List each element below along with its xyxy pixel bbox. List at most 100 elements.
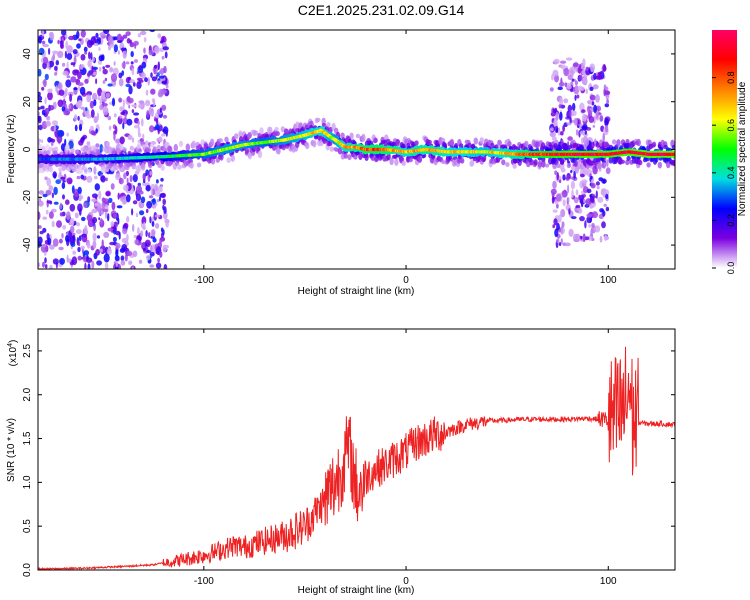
noise-blob [135, 185, 143, 193]
noise-blob [95, 78, 98, 85]
noise-blob [52, 238, 59, 247]
noise-blob [154, 46, 160, 54]
noise-blob [135, 212, 139, 218]
trace-spread [210, 158, 216, 165]
noise-blob [51, 120, 59, 126]
noise-blob [49, 264, 53, 269]
spectrogram-axes: -100 0 100 -40 -20 0 20 40 [22, 30, 675, 286]
noise-blob [122, 34, 128, 39]
trace-spread [280, 126, 285, 133]
noise-blob [573, 171, 576, 179]
noise-blob [38, 47, 45, 56]
noise-blob [99, 143, 104, 153]
trace-spread [671, 144, 675, 150]
noise-blob [603, 203, 607, 207]
noise-blob [59, 212, 64, 217]
noise-blob [165, 221, 169, 228]
snr-xlabel: Height of straight line (km) [298, 585, 415, 596]
noise-blob [59, 202, 63, 210]
noise-blob [157, 61, 160, 71]
noise-blob [107, 35, 113, 44]
noise-blob [97, 96, 101, 101]
noise-blob [552, 224, 555, 229]
snr-multiplier: (x104) [7, 340, 19, 367]
noise-blob [98, 190, 102, 200]
noise-blob [51, 220, 55, 228]
noise-blob [592, 84, 599, 90]
noise-blob [69, 218, 75, 226]
noise-blob [125, 83, 131, 88]
noise-blob [130, 61, 134, 65]
noise-blob [84, 51, 88, 55]
noise-blob [549, 127, 554, 132]
noise-blob [128, 104, 131, 109]
noise-blob [107, 115, 112, 121]
noise-blob [78, 139, 84, 146]
trace-spread [364, 153, 369, 162]
noise-blob [115, 242, 121, 249]
trace-spread [460, 157, 465, 164]
trace-spread [467, 142, 472, 148]
noise-blob [577, 66, 582, 74]
noise-blob [562, 199, 566, 207]
noise-blob [78, 99, 83, 107]
noise-blob [151, 204, 157, 209]
noise-blob [66, 61, 69, 70]
noise-blob [149, 170, 153, 176]
noise-blob [96, 37, 101, 42]
noise-blob [591, 101, 595, 106]
noise-blob [115, 249, 119, 257]
trace-spread [226, 157, 231, 163]
noise-blob [48, 211, 54, 219]
noise-blob [96, 235, 101, 239]
noise-blob [131, 208, 134, 216]
noise-blob [149, 264, 155, 268]
trace-spread [305, 142, 310, 150]
noise-blob [160, 192, 166, 199]
noise-blob [146, 250, 152, 253]
noise-blob [113, 113, 117, 118]
noise-blob [75, 222, 81, 227]
noise-blob [129, 42, 135, 48]
noise-blob [87, 263, 91, 269]
noise-blob [41, 139, 44, 143]
noise-blob [551, 73, 554, 81]
noise-blob [132, 200, 138, 205]
noise-blob [120, 260, 126, 266]
noise-blob [581, 109, 586, 113]
noise-blob [580, 236, 583, 240]
noise-blob [553, 58, 560, 65]
noise-blob [137, 182, 141, 187]
noise-blob [162, 126, 169, 135]
noise-blob [44, 97, 47, 105]
noise-blob [111, 201, 116, 211]
trace-spread [173, 143, 178, 152]
noise-blob [146, 110, 150, 118]
noise-blob [146, 200, 153, 209]
noise-blob [102, 66, 105, 70]
noise-blob [573, 117, 578, 126]
noise-blob [61, 30, 67, 36]
trace-spread [178, 140, 184, 147]
noise-blob [38, 190, 45, 195]
noise-blob [51, 192, 55, 199]
noise-blob [114, 255, 120, 262]
noise-blob [162, 244, 167, 253]
noise-blob [118, 97, 123, 103]
noise-blob [137, 226, 140, 236]
noise-blob [160, 227, 164, 233]
noise-blob [564, 82, 568, 88]
noise-blob [133, 59, 139, 63]
noise-blob [566, 84, 572, 90]
trace-spread [355, 133, 361, 139]
noise-blob [575, 86, 578, 95]
noise-blob [162, 114, 168, 119]
noise-blob [92, 66, 98, 70]
noise-blob [144, 77, 148, 83]
noise-blob [99, 248, 103, 253]
noise-blob [123, 222, 129, 229]
noise-blob [155, 223, 160, 229]
noise-blob [578, 194, 581, 200]
noise-blob [585, 66, 589, 71]
noise-blob [112, 67, 119, 76]
